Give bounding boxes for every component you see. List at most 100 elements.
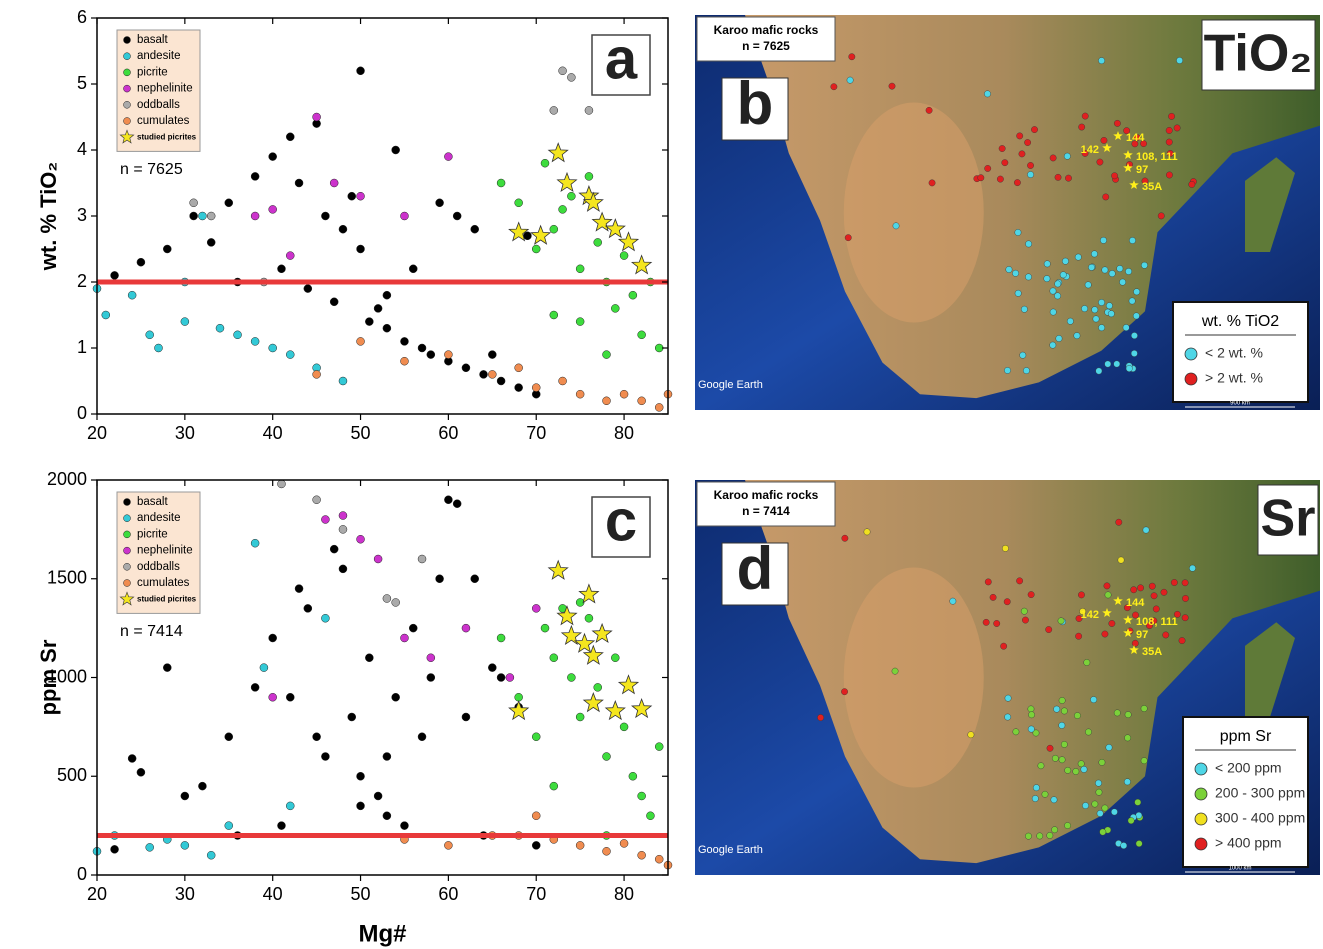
data-point	[206, 211, 216, 221]
studied-picrite-star	[578, 583, 600, 604]
data-point	[619, 722, 629, 732]
legend-label: studied picrites	[137, 132, 197, 141]
data-point	[637, 791, 646, 801]
map-sample	[1066, 317, 1074, 325]
map-sample	[892, 222, 900, 230]
data-point	[286, 693, 295, 702]
data-point	[584, 172, 594, 181]
data-point	[329, 178, 339, 188]
studied-picrite-star	[591, 622, 613, 644]
data-point	[602, 350, 611, 359]
data-point	[567, 673, 576, 682]
data-point	[286, 132, 295, 142]
data-point	[250, 683, 260, 692]
legend-label: andesite	[137, 512, 180, 524]
data-point	[549, 224, 559, 234]
map-sample	[1140, 757, 1148, 765]
data-point	[575, 317, 585, 326]
data-point	[496, 633, 506, 643]
map-sample	[1001, 159, 1009, 167]
data-point	[637, 396, 646, 406]
map-sample	[1188, 181, 1196, 188]
data-point	[391, 598, 400, 607]
data-point	[321, 614, 330, 623]
data-point	[356, 801, 365, 811]
map-sample	[1130, 586, 1138, 594]
map-sample	[1157, 212, 1165, 220]
data-point	[654, 742, 664, 751]
map-sample	[1128, 297, 1136, 305]
map-sample	[1057, 617, 1065, 625]
data-point	[277, 264, 286, 274]
site-star	[1113, 596, 1123, 605]
map-sample	[1108, 620, 1116, 627]
map-sample	[982, 618, 990, 626]
y-tick-label: 500	[57, 765, 87, 785]
map-legend-marker	[1194, 812, 1208, 826]
y-tick-label: 1	[77, 337, 87, 357]
data-point	[488, 370, 497, 379]
data-point	[444, 350, 453, 359]
x-tick-label: 70	[526, 423, 546, 443]
map-sample	[1004, 367, 1011, 374]
legend-marker	[123, 84, 131, 93]
map-sample	[848, 53, 856, 61]
panel-label-box	[591, 34, 651, 96]
y-tick-label: 2	[77, 271, 87, 291]
map-sample	[1028, 711, 1035, 719]
data-point	[470, 574, 479, 583]
legend-marker	[123, 514, 131, 522]
studied-picrite-star	[530, 224, 552, 245]
data-point	[461, 623, 471, 633]
map-sample	[1099, 828, 1107, 836]
site-label: 108, 111	[1136, 151, 1178, 163]
data-point	[312, 732, 321, 741]
site-star	[1129, 180, 1139, 189]
data-point	[136, 257, 146, 267]
panel-label-box	[721, 542, 789, 606]
map-legend-marker	[1194, 762, 1208, 776]
map-sample	[1059, 271, 1067, 279]
map-sample	[817, 714, 824, 721]
data-point	[382, 594, 392, 603]
map-sample	[984, 90, 991, 98]
data-point	[198, 211, 207, 221]
map-sample	[1063, 152, 1071, 160]
data-point	[145, 843, 154, 852]
legend-marker	[123, 546, 131, 555]
studied-picrite-star	[582, 191, 604, 212]
map-sample	[1002, 544, 1009, 552]
site-label: 144	[1126, 132, 1145, 144]
legend-label: cumulates	[137, 115, 190, 127]
map-sample	[1025, 832, 1032, 840]
map-sample	[1100, 137, 1108, 144]
map-sample	[1098, 299, 1105, 306]
map-sample	[1104, 360, 1112, 368]
data-point	[189, 211, 198, 221]
data-point	[426, 673, 436, 682]
data-point	[277, 821, 286, 830]
legend-marker	[123, 530, 131, 539]
map-sample	[1148, 582, 1156, 590]
panel-label: a	[605, 26, 638, 91]
map-sample	[1053, 705, 1061, 713]
data-point	[321, 211, 330, 221]
data-point	[558, 66, 567, 76]
studied-picrite-star	[547, 559, 569, 580]
site-label: 108, 111	[1136, 616, 1178, 628]
map-sample	[1037, 762, 1045, 770]
map-sample	[1117, 556, 1125, 564]
data-point	[268, 693, 277, 702]
data-point	[488, 350, 497, 359]
data-point	[417, 732, 427, 741]
data-point	[198, 781, 207, 791]
data-point	[215, 323, 225, 333]
map-sample	[1081, 305, 1088, 313]
map-sample	[1178, 637, 1186, 644]
map-sample	[1181, 579, 1189, 587]
map-sample	[1036, 832, 1044, 840]
y-tick-label: 4	[77, 139, 87, 159]
data-point	[250, 337, 260, 346]
y-tick-label: 0	[77, 864, 87, 884]
